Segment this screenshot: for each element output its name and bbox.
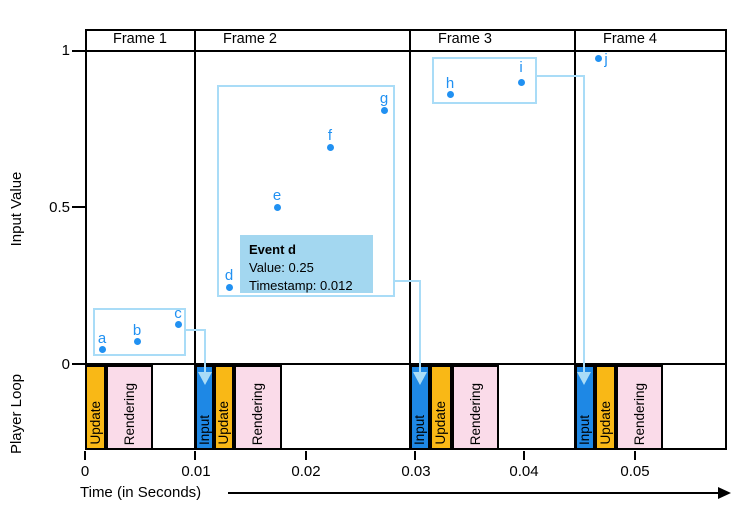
event-point-g[interactable] xyxy=(381,107,388,114)
x-tick-0-05: 0.05 xyxy=(620,463,650,480)
rendering-bar-frame-2: Rendering xyxy=(234,365,282,450)
rendering-bar-frame-1: Rendering xyxy=(106,365,153,450)
input-arrow-frame-4 xyxy=(577,372,591,385)
y-tick-0-5: 0.5 xyxy=(49,199,70,216)
update-bar-label: Update xyxy=(597,401,613,445)
value-0-line xyxy=(85,363,727,365)
rendering-bar-label: Rendering xyxy=(121,382,137,445)
x-tick-0-03: 0.03 xyxy=(401,463,431,480)
y-tickmark-0 xyxy=(72,363,85,365)
y-tickmark-1 xyxy=(72,50,85,52)
tooltip-value: Value: 0.25 xyxy=(249,260,314,276)
time-arrow-head-icon xyxy=(718,487,731,499)
input-arrow-frame-3 xyxy=(413,372,427,385)
x-tick-0-04: 0.04 xyxy=(509,463,539,480)
input-bar-label: Input xyxy=(577,414,593,445)
event-point-a[interactable] xyxy=(99,346,106,353)
y-tick-1: 1 xyxy=(61,42,70,59)
plot-right-border xyxy=(725,29,727,450)
event-point-d[interactable] xyxy=(226,284,233,291)
highlight-box-frame-1-events xyxy=(93,308,186,356)
event-point-e[interactable] xyxy=(274,204,281,211)
connector-frame-4-vertical xyxy=(583,75,585,374)
y-tickmark-0-5 xyxy=(72,206,85,208)
connector-frame-2-horizontal xyxy=(186,329,206,331)
tooltip-title: Event d xyxy=(249,242,296,257)
event-point-c[interactable] xyxy=(175,321,182,328)
event-label-e: e xyxy=(272,187,282,204)
event-point-b[interactable] xyxy=(134,338,141,345)
frame-3-4-boundary xyxy=(574,29,576,450)
event-point-f[interactable] xyxy=(327,144,334,151)
event-label-f: f xyxy=(327,127,333,144)
frame-3-header: Frame 3 xyxy=(438,31,492,47)
x-tickmark-0 xyxy=(84,451,86,460)
event-label-d: d xyxy=(224,267,234,284)
event-label-j: j xyxy=(604,51,608,68)
rendering-bar-label: Rendering xyxy=(250,382,266,445)
rendering-bar-label: Rendering xyxy=(631,382,647,445)
x-tick-0-02: 0.02 xyxy=(291,463,321,480)
event-point-h[interactable] xyxy=(447,91,454,98)
frame-2-header: Frame 2 xyxy=(223,31,277,47)
rendering-bar-frame-4: Rendering xyxy=(616,365,663,450)
event-label-i: i xyxy=(519,59,523,76)
update-bar-frame-2: Update xyxy=(214,365,234,450)
frame-1-2-boundary xyxy=(194,29,196,450)
y-tick-0: 0 xyxy=(61,356,70,373)
rendering-bar-label: Rendering xyxy=(467,382,483,445)
x-tickmark-0-03 xyxy=(414,451,416,460)
highlight-box-frame-3-events xyxy=(432,57,537,104)
input-bar-label: Input xyxy=(412,414,428,445)
update-bar-label: Update xyxy=(87,401,103,445)
x-tick-0: 0 xyxy=(80,463,90,480)
y-axis-title: Input Value xyxy=(8,171,25,247)
update-bar-label: Update xyxy=(433,401,449,445)
tooltip-timestamp: Timestamp: 0.012 xyxy=(249,278,353,294)
value-1-line xyxy=(85,50,727,52)
x-tick-0-01: 0.01 xyxy=(181,463,211,480)
bars-bottom-line xyxy=(85,448,727,450)
x-tickmark-0-02 xyxy=(305,451,307,460)
player-loop-axis-title: Player Loop xyxy=(8,373,25,455)
connector-frame-3-vertical xyxy=(419,280,421,374)
frame-2-3-boundary xyxy=(409,29,411,450)
event-d-tooltip: Event d Value: 0.25 Timestamp: 0.012 xyxy=(240,235,373,293)
update-bar-frame-3: Update xyxy=(430,365,452,450)
connector-frame-3-horizontal xyxy=(395,280,421,282)
frame-1-header: Frame 1 xyxy=(113,31,167,47)
input-bar-frame-4: Input xyxy=(575,365,595,450)
update-bar-frame-4: Update xyxy=(595,365,616,450)
event-label-g: g xyxy=(379,90,389,107)
event-point-j[interactable] xyxy=(595,55,602,62)
highlight-box-frame-2-events xyxy=(217,85,395,297)
input-bar-label: Input xyxy=(196,414,212,445)
x-tickmark-0-04 xyxy=(523,451,525,460)
x-tickmark-0-01 xyxy=(194,451,196,460)
event-label-b: b xyxy=(132,322,142,339)
input-arrow-frame-2 xyxy=(198,372,212,385)
connector-frame-4-horizontal xyxy=(537,75,585,77)
x-tickmark-0-05 xyxy=(634,451,636,460)
time-arrow-line xyxy=(228,492,720,494)
plot-left-border xyxy=(85,29,87,450)
event-label-h: h xyxy=(445,75,455,92)
header-top-line xyxy=(85,29,727,31)
event-point-i[interactable] xyxy=(518,79,525,86)
event-label-a: a xyxy=(97,330,107,347)
rendering-bar-frame-3: Rendering xyxy=(452,365,499,450)
update-bar-frame-1: Update xyxy=(85,365,106,450)
frame-4-header: Frame 4 xyxy=(603,31,657,47)
x-axis-title: Time (in Seconds) xyxy=(80,484,202,501)
update-bar-label: Update xyxy=(216,401,232,445)
event-label-c: c xyxy=(174,305,182,322)
connector-frame-2-vertical xyxy=(204,329,206,374)
